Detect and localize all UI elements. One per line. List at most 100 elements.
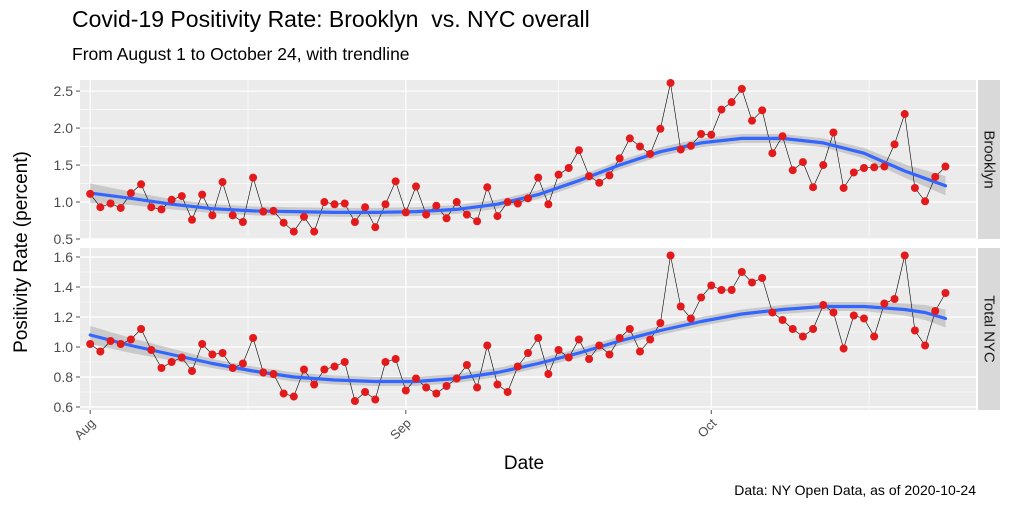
data-point [809, 183, 818, 192]
data-point [707, 281, 716, 290]
y-tick-label: 0.5 [54, 231, 74, 247]
data-point [177, 192, 186, 201]
data-point [860, 314, 868, 323]
y-tick-label: 2.5 [54, 83, 74, 99]
data-point [829, 128, 838, 137]
data-point [686, 141, 695, 150]
data-point [147, 346, 156, 354]
data-point [849, 311, 858, 320]
data-point [371, 223, 380, 232]
data-point [340, 358, 349, 366]
facet-strip-label: Brooklyn [981, 130, 998, 188]
data-point [330, 362, 339, 371]
data-point [513, 362, 522, 371]
data-point [381, 200, 390, 209]
data-point [513, 199, 522, 208]
data-point [473, 383, 482, 392]
data-point [330, 200, 339, 209]
data-point [310, 380, 319, 389]
data-point [727, 98, 736, 107]
data-point [300, 212, 308, 221]
data-point [442, 214, 451, 223]
y-tick-label: 0.8 [54, 369, 74, 385]
data-point [167, 358, 176, 366]
data-point [198, 190, 207, 199]
data-point [289, 392, 298, 401]
data-point [432, 389, 441, 398]
data-point [269, 370, 278, 378]
data-point [900, 251, 909, 260]
data-point [473, 217, 482, 226]
y-tick-label: 1.5 [54, 157, 74, 173]
data-point [666, 251, 675, 260]
data-point [96, 347, 105, 356]
data-point [157, 364, 166, 372]
data-point [452, 374, 461, 383]
y-axis-label: Positivity Rate (percent) [11, 151, 32, 353]
data-point [412, 182, 420, 191]
data-point [819, 301, 828, 309]
data-point [870, 332, 879, 341]
data-point [778, 132, 787, 141]
data-point [116, 203, 125, 212]
data-point [320, 365, 329, 374]
data-point [106, 199, 115, 208]
data-point [595, 178, 604, 187]
data-point [422, 383, 431, 392]
data-point [798, 332, 807, 341]
data-point [544, 200, 553, 209]
data-point [218, 178, 227, 187]
data-point [300, 365, 308, 374]
data-point [574, 335, 583, 344]
data-point [106, 337, 115, 345]
data-point [452, 198, 461, 207]
x-tick-label: Oct [694, 415, 719, 440]
data-source-caption: Data: NY Open Data, as of 2020-10-24 [734, 482, 976, 498]
data-point [585, 172, 594, 181]
data-point [483, 341, 492, 350]
data-point [279, 389, 288, 398]
data-point [126, 335, 135, 344]
data-point [900, 110, 909, 119]
data-point [656, 319, 665, 327]
data-point [208, 211, 217, 220]
data-point [86, 189, 95, 198]
data-point [676, 145, 685, 154]
data-point [401, 208, 410, 217]
y-tick-label: 1.2 [54, 309, 74, 325]
data-point [717, 286, 726, 294]
data-point [849, 168, 858, 177]
data-point [259, 368, 268, 377]
data-point [676, 302, 685, 311]
data-point [544, 370, 553, 378]
data-point [890, 295, 899, 303]
data-point [636, 347, 644, 356]
data-point [697, 293, 706, 302]
data-point [666, 78, 675, 87]
data-point [564, 164, 573, 173]
data-point [259, 207, 268, 216]
y-tick-label: 1.0 [54, 194, 74, 210]
data-point [412, 374, 420, 383]
data-point [758, 106, 767, 115]
data-point [524, 349, 532, 357]
data-point [534, 173, 543, 182]
data-point [819, 161, 828, 170]
data-point [788, 325, 797, 333]
data-point [921, 197, 930, 206]
data-point [391, 355, 400, 363]
data-point [218, 349, 227, 357]
data-point [208, 350, 217, 359]
data-point [157, 205, 166, 214]
data-point [249, 334, 258, 342]
x-tick-label: Sep [387, 416, 414, 443]
data-point [167, 195, 176, 204]
data-point [748, 116, 756, 125]
data-point [615, 334, 624, 342]
data-point [890, 140, 899, 149]
data-point [880, 299, 889, 308]
data-point [910, 183, 919, 192]
data-point [758, 274, 767, 282]
data-point [574, 146, 583, 155]
y-tick-label: 1.6 [54, 249, 74, 265]
